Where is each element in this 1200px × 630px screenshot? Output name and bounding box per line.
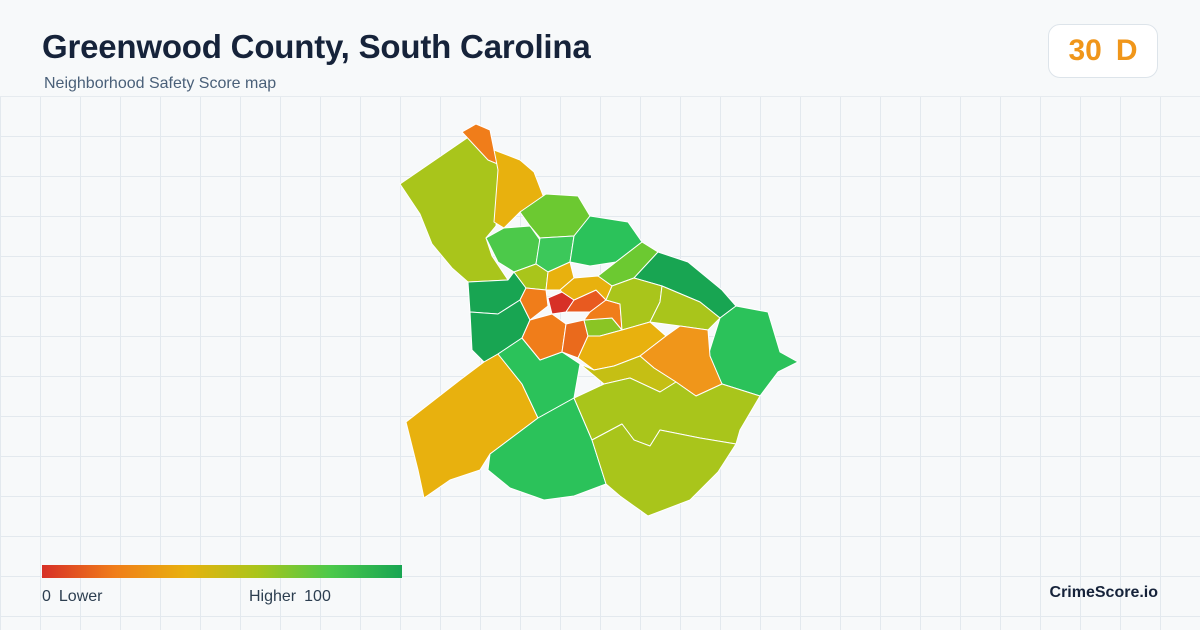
map-region[interactable] (591, 423, 737, 517)
map-region[interactable] (519, 287, 549, 321)
legend-max-label: Higher (249, 588, 297, 605)
brand-logo-text[interactable]: CrimeScore.io (1049, 584, 1158, 601)
safety-score-badge: 30 D (1048, 24, 1158, 78)
legend-max-value: 100 (304, 588, 331, 605)
legend-color-scale (42, 565, 402, 578)
legend-min: 0 Lower (42, 588, 102, 606)
page-subtitle: Neighborhood Safety Score map (44, 75, 277, 92)
page-title: Greenwood County, South Carolina (42, 28, 591, 65)
header-divider (0, 96, 1200, 97)
legend-min-value: 0 (42, 588, 51, 605)
legend-max: Higher 100 (249, 588, 331, 606)
legend-min-label: Lower (58, 588, 103, 605)
safety-score-grade: D (1115, 34, 1138, 67)
map-region[interactable] (559, 275, 613, 301)
safety-score-value: 30 (1068, 34, 1102, 67)
